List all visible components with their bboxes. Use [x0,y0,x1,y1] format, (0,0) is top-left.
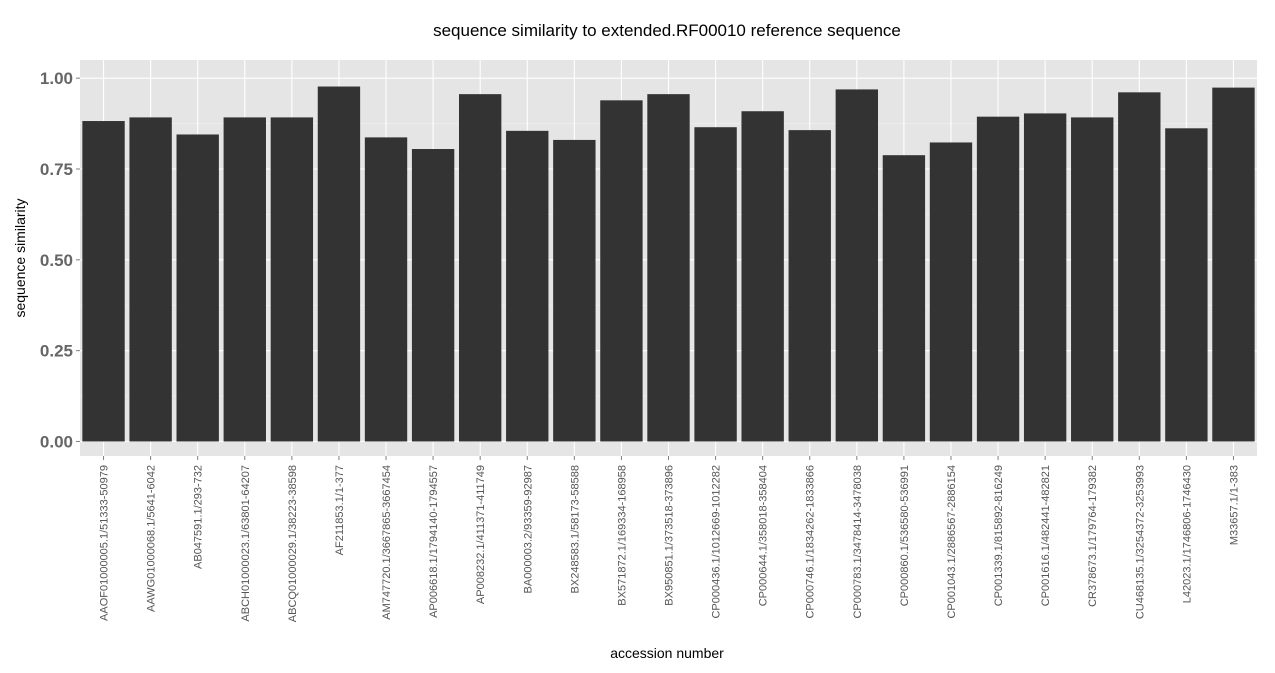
x-tick-label: M33657.1/1-383 [1228,465,1240,545]
x-tick-label: L42023.1/1746806-1746430 [1181,465,1193,603]
bar [223,117,266,442]
bar [129,117,172,442]
x-tick-label: AAWG01000068.1/5641-6042 [146,465,158,612]
x-tick-label: CP000436.1/1012669-1012282 [711,465,723,619]
bar [458,94,502,442]
bar [1071,117,1114,442]
bar [694,127,737,442]
bar [1118,92,1161,442]
bar [976,116,1020,442]
x-tick-label: AP006618.1/1794140-1794557 [428,465,440,618]
bar [929,142,973,442]
y-tick-label: 0.00 [40,432,73,451]
x-tick-label: AM747720.1/3667865-3667454 [381,465,393,620]
bar [835,89,879,442]
x-tick-label: AB047591.1/293-732 [193,465,205,569]
x-tick-label: CP000783.1/3478414-3478038 [852,465,864,619]
bar [741,111,784,442]
x-tick-label: AP008232.1/411371-411749 [475,465,487,604]
bar [788,130,831,442]
x-tick-label: CP001616.1/482441-482821 [1040,465,1052,606]
x-tick-label: BX950851.1/373518-373896 [664,465,676,606]
x-tick-label: BX571872.1/169334-168958 [616,465,628,606]
x-tick-label: AAOF01000005.1/51333-50979 [99,465,111,621]
x-tick-label: CU468135.1/3254372-3253993 [1134,465,1146,619]
bar [317,86,361,442]
x-tick-label: CP000644.1/358018-358404 [758,465,770,606]
y-axis: 0.00 0.25 0.50 0.75 1.00 [40,69,80,451]
x-axis-title: accession number [610,645,724,661]
bar [506,130,549,442]
x-tick-label: AF211853.1/1-377 [334,465,346,555]
bar [882,155,926,442]
x-tick-label: ABCH01000023.1/63801-64207 [240,465,252,622]
chart-title: sequence similarity to extended.RF00010 … [433,21,901,40]
x-tick-label: CP001043.1/2886567-2886154 [946,465,958,619]
x-axis: AAOF01000005.1/51333-50979 AAWG01000068.1… [99,456,1240,622]
bars [82,86,1255,442]
bar [600,100,643,442]
bar [553,139,596,442]
y-tick-label: 0.50 [40,251,73,270]
bar [176,134,219,442]
bar [270,117,314,442]
x-tick-label: CP001339.1/815892-816249 [993,465,1005,606]
x-tick-label: BX248583.1/58173-58588 [569,465,581,593]
y-tick-label: 1.00 [40,69,73,88]
x-tick-label: CP000746.1/1834262-1833866 [805,465,817,619]
bar [364,137,408,442]
bar [1212,87,1255,442]
x-tick-label: CR378673.1/179764-179382 [1087,465,1099,607]
y-tick-label: 0.25 [40,342,73,361]
bar [1165,128,1208,442]
x-tick-label: CP000860.1/536580-536991 [899,465,911,606]
x-tick-label: ABCQ01000029.1/38223-38598 [287,465,299,622]
bar [1023,113,1067,442]
x-tick-label: BA000003.2/93359-92987 [522,465,534,593]
y-tick-label: 0.75 [40,160,73,179]
bar [411,149,455,442]
bar [647,94,690,442]
bar [82,121,125,442]
y-axis-title: sequence similarity [12,198,28,317]
